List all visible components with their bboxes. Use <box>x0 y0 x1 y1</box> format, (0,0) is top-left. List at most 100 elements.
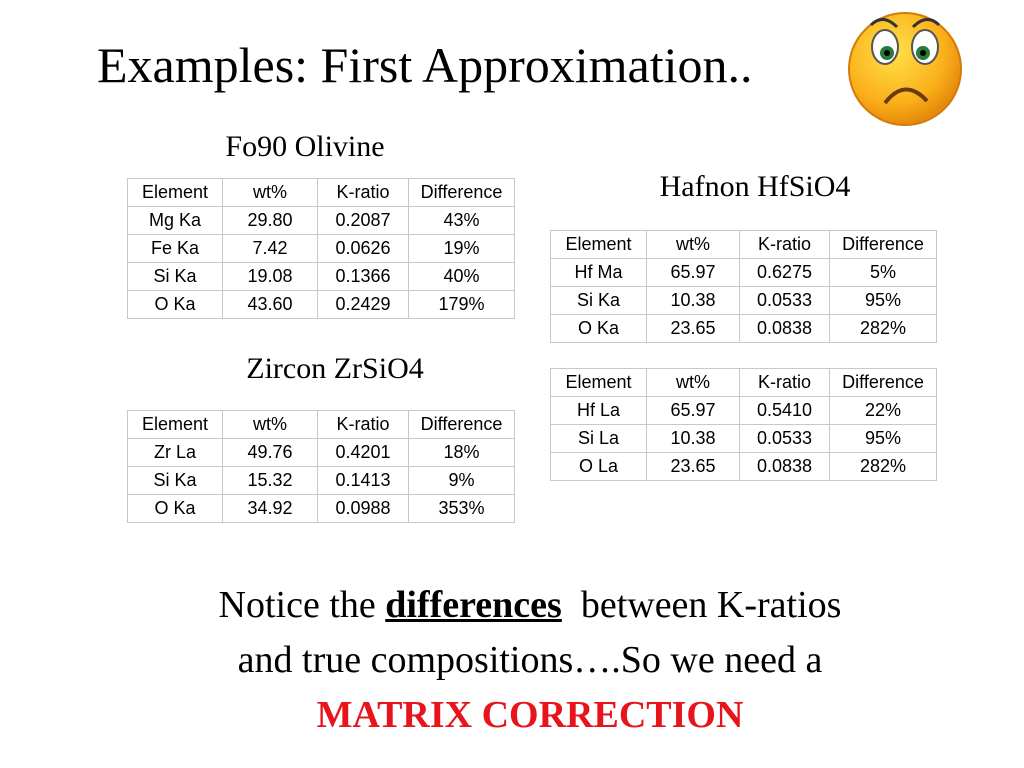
table-cell: 0.0533 <box>739 286 830 315</box>
header-cell: Element <box>550 368 647 397</box>
notice-highlight: MATRIX CORRECTION <box>316 694 744 736</box>
table-cell: 0.6275 <box>739 258 830 287</box>
table-cell: Si Ka <box>550 286 647 315</box>
header-cell: wt% <box>222 410 318 439</box>
table-cell: Fe Ka <box>127 234 223 263</box>
table-cell: 7.42 <box>222 234 318 263</box>
table-cell: 0.2087 <box>317 206 409 235</box>
table-cell: 0.0988 <box>317 494 409 523</box>
table-cell: 65.97 <box>646 396 740 425</box>
table-cell: 353% <box>408 494 515 523</box>
header-cell: Difference <box>408 178 515 207</box>
table-cell: 179% <box>408 290 515 319</box>
data-table: Element wt% K-ratio Difference Zr La 49.76 0.4… <box>127 410 515 523</box>
table-row: O Ka 23.65 0.0838 282% <box>550 314 937 343</box>
table-row: Si Ka 19.08 0.1366 40% <box>127 262 515 291</box>
notice-rest: between K-ratios <box>580 584 842 626</box>
data-table: Element wt% K-ratio Difference Hf La 65.97 0.5… <box>550 368 937 481</box>
header-cell: K-ratio <box>317 178 409 207</box>
header-cell: wt% <box>646 368 740 397</box>
data-table: Element wt% K-ratio Difference Hf Ma 65.97 0.6… <box>550 230 937 343</box>
table-row: Fe Ka 7.42 0.0626 19% <box>127 234 515 263</box>
table-caption: Zircon ZrSiO4 <box>246 352 424 385</box>
header-cell: Element <box>127 410 223 439</box>
slide-title: Examples: First Approximation.. <box>97 37 753 93</box>
table-cell: 40% <box>408 262 515 291</box>
table-cell: 282% <box>829 452 937 481</box>
table-row: Hf Ma 65.97 0.6275 5% <box>550 258 937 287</box>
table-cell: 22% <box>829 396 937 425</box>
table-row: Mg Ka 29.80 0.2087 43% <box>127 206 515 235</box>
header-cell: Difference <box>829 230 937 259</box>
table-cell: 0.1366 <box>317 262 409 291</box>
table-cell: 15.32 <box>222 466 318 495</box>
table-cell: 0.0838 <box>739 452 830 481</box>
table-caption: Hafnon HfSiO4 <box>659 170 851 203</box>
header-cell: wt% <box>646 230 740 259</box>
table-cell: 18% <box>408 438 515 467</box>
table-cell: 23.65 <box>646 452 740 481</box>
table-cell: Hf La <box>550 396 647 425</box>
table-row: O Ka 43.60 0.2429 179% <box>127 290 515 319</box>
header-row: Element wt% K-ratio Difference <box>127 410 515 439</box>
table-cell: 0.0626 <box>317 234 409 263</box>
notice-emphasis: differences <box>385 584 562 626</box>
table-cell: 0.1413 <box>317 466 409 495</box>
table-cell: 0.5410 <box>739 396 830 425</box>
table-cell: 0.2429 <box>317 290 409 319</box>
table-cell: 65.97 <box>646 258 740 287</box>
table-row: Si La 10.38 0.0533 95% <box>550 424 937 453</box>
table-cell: 95% <box>829 286 937 315</box>
header-cell: wt% <box>222 178 318 207</box>
header-cell: K-ratio <box>739 230 830 259</box>
table-cell: 95% <box>829 424 937 453</box>
table-cell: 19.08 <box>222 262 318 291</box>
table-cell: 43.60 <box>222 290 318 319</box>
table-cell: 9% <box>408 466 515 495</box>
table-cell: O La <box>550 452 647 481</box>
table-row: Si Ka 10.38 0.0533 95% <box>550 286 937 315</box>
table-cell: 49.76 <box>222 438 318 467</box>
table-cell: 5% <box>829 258 937 287</box>
table-cell: O Ka <box>550 314 647 343</box>
header-cell: Element <box>550 230 647 259</box>
table-cell: Si Ka <box>127 466 223 495</box>
table-cell: 0.0533 <box>739 424 830 453</box>
table-cell: 34.92 <box>222 494 318 523</box>
header-cell: Difference <box>408 410 515 439</box>
table-row: Hf La 65.97 0.5410 22% <box>550 396 937 425</box>
table-cell: Zr La <box>127 438 223 467</box>
header-cell: Difference <box>829 368 937 397</box>
table-row: O Ka 34.92 0.0988 353% <box>127 494 515 523</box>
table-cell: 29.80 <box>222 206 318 235</box>
table-cell: 19% <box>408 234 515 263</box>
header-cell: K-ratio <box>739 368 830 397</box>
table-cell: 10.38 <box>646 286 740 315</box>
table-row: O La 23.65 0.0838 282% <box>550 452 937 481</box>
notice-lead: Notice the <box>218 584 376 626</box>
table-cell: 43% <box>408 206 515 235</box>
header-row: Element wt% K-ratio Difference <box>550 230 937 259</box>
table-cell: Si La <box>550 424 647 453</box>
table-row: Si Ka 15.32 0.1413 9% <box>127 466 515 495</box>
table-cell: 282% <box>829 314 937 343</box>
sad-face-icon <box>848 12 962 126</box>
table-row: Zr La 49.76 0.4201 18% <box>127 438 515 467</box>
notice-text: Notice the differences between K-ratios … <box>100 578 960 743</box>
table-cell: 0.4201 <box>317 438 409 467</box>
header-row: Element wt% K-ratio Difference <box>550 368 937 397</box>
table-cell: Si Ka <box>127 262 223 291</box>
table-cell: O Ka <box>127 290 223 319</box>
header-row: Element wt% K-ratio Difference <box>127 178 515 207</box>
header-cell: Element <box>127 178 223 207</box>
data-table: Element wt% K-ratio Difference Mg Ka 29.80 0.2… <box>127 178 515 319</box>
table-cell: Hf Ma <box>550 258 647 287</box>
table-cell: 23.65 <box>646 314 740 343</box>
table-cell: Mg Ka <box>127 206 223 235</box>
table-caption: Fo90 Olivine <box>225 130 385 163</box>
table-cell: O Ka <box>127 494 223 523</box>
header-cell: K-ratio <box>317 410 409 439</box>
notice-line: and true compositions….So we need a <box>237 639 823 681</box>
table-cell: 10.38 <box>646 424 740 453</box>
